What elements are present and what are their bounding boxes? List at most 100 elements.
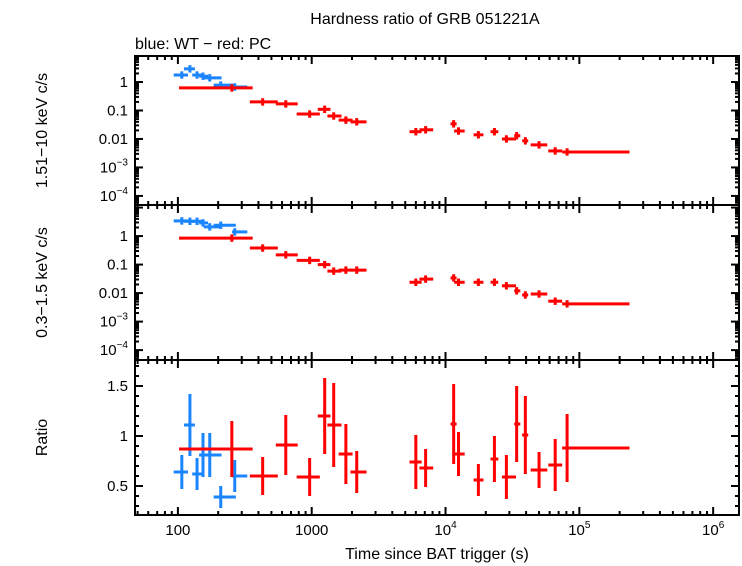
y-tick-label: 10−3 <box>100 157 129 176</box>
data-point-pc <box>296 458 320 496</box>
data-point-pc <box>501 455 516 499</box>
data-point-wt <box>203 223 222 231</box>
x-tick-label: 1000 <box>295 522 328 539</box>
data-point-wt <box>213 221 236 229</box>
y-tick-label: 0.01 <box>99 131 128 148</box>
data-point-pc <box>548 297 563 305</box>
data-point-pc <box>562 414 630 482</box>
chart-subtitle: blue: WT − red: PC <box>135 36 271 53</box>
data-point-pc <box>179 84 253 92</box>
data-point-pc <box>473 131 484 139</box>
y-tick-label: 1 <box>120 228 128 245</box>
data-point-pc <box>338 266 353 274</box>
data-point-pc <box>450 384 457 464</box>
y-tick-label: 0.1 <box>107 257 128 274</box>
data-point-pc <box>350 451 367 493</box>
data-point-wt <box>199 72 209 80</box>
x-tick-label: 104 <box>434 520 457 539</box>
y-tick-label: 10−4 <box>100 340 129 359</box>
data-point-pc <box>501 282 516 290</box>
chart-title: Hardness ratio of GRB 051221A <box>310 11 540 28</box>
data-point-pc <box>296 256 320 265</box>
data-point-wt <box>232 228 248 236</box>
x-tick-label: 100 <box>165 522 190 539</box>
data-point-pc <box>327 112 342 120</box>
data-point-wt <box>183 394 195 456</box>
data-point-pc <box>522 291 529 299</box>
data-point-pc <box>409 127 422 136</box>
data-point-pc <box>350 118 367 126</box>
panel-frame <box>134 359 740 516</box>
data-point-pc <box>419 449 434 487</box>
y-tick-label: 1 <box>120 428 128 445</box>
x-tick-label: 106 <box>702 520 725 539</box>
data-point-pc <box>562 148 630 156</box>
data-point-wt <box>199 219 209 227</box>
y-tick-label: 0.1 <box>107 102 128 119</box>
data-point-pc <box>454 278 465 286</box>
data-point-pc <box>275 100 298 108</box>
data-point-pc <box>522 137 529 145</box>
panel-hard: 1 0.1 0.01 10−3 10−4 1.51−10 keV c/s <box>34 55 740 206</box>
data-point-pc <box>249 457 278 495</box>
data-point-pc <box>454 432 465 476</box>
y-tick-label: 10−3 <box>100 312 129 331</box>
data-point-pc <box>450 274 457 282</box>
data-point-pc <box>275 415 298 475</box>
y-tick-label: 1 <box>120 74 128 91</box>
data-point-wt <box>192 217 203 226</box>
data-point-pc <box>275 251 298 259</box>
y-tick-label: 1.5 <box>107 378 128 395</box>
y-tick-label: 0.5 <box>107 478 128 495</box>
panel-frame <box>134 55 740 206</box>
data-point-pc <box>514 287 521 295</box>
data-point-pc <box>179 234 253 242</box>
data-point-pc <box>473 464 484 496</box>
data-point-pc <box>490 127 499 136</box>
data-point-pc <box>530 452 548 488</box>
data-point-wt <box>173 455 189 489</box>
data-point-pc <box>530 141 548 149</box>
data-point-wt <box>183 65 195 73</box>
panel-ratio: 0.5 1 1.5 Ratio <box>34 359 740 516</box>
data-point-wt <box>192 458 203 490</box>
y-axis-label-hard: 1.51−10 keV c/s <box>34 73 51 188</box>
data-point-pc <box>490 278 499 286</box>
y-tick-label: 0.01 <box>99 285 128 302</box>
data-point-pc <box>473 278 484 286</box>
data-point-pc <box>522 396 529 474</box>
y-tick-label: 10−4 <box>100 186 129 205</box>
panel-frame <box>134 204 740 361</box>
data-point-pc <box>548 147 563 155</box>
data-point-wt <box>203 433 222 477</box>
data-point-pc <box>419 126 434 134</box>
data-point-pc <box>548 439 563 491</box>
data-point-pc <box>409 435 422 489</box>
x-axis-label: Time since BAT trigger (s) <box>345 546 529 563</box>
data-point-pc <box>350 266 367 274</box>
data-point-pc <box>409 278 422 286</box>
data-point-pc <box>514 132 521 140</box>
data-point-pc <box>296 110 320 118</box>
data-point-pc <box>338 116 353 124</box>
data-point-pc <box>317 260 331 269</box>
data-point-pc <box>562 300 630 308</box>
panel-soft: 1 0.1 0.01 10−3 10−4 0.3−1.5 keV c/s <box>34 204 740 361</box>
data-point-pc <box>338 424 353 484</box>
data-point-pc <box>450 120 457 128</box>
data-point-pc <box>490 436 499 482</box>
y-axis-label-soft: 0.3−1.5 keV c/s <box>34 227 51 338</box>
data-point-pc <box>249 98 278 106</box>
data-point-pc <box>514 386 521 462</box>
data-point-pc <box>501 135 516 143</box>
data-point-pc <box>317 378 331 454</box>
x-tick-label: 105 <box>568 520 591 539</box>
data-point-pc <box>249 244 278 252</box>
data-point-wt <box>232 460 248 492</box>
data-point-pc <box>317 105 331 114</box>
data-point-wt <box>173 71 189 79</box>
data-point-pc <box>419 275 434 283</box>
data-point-wt <box>203 74 222 82</box>
data-point-pc <box>179 421 253 477</box>
